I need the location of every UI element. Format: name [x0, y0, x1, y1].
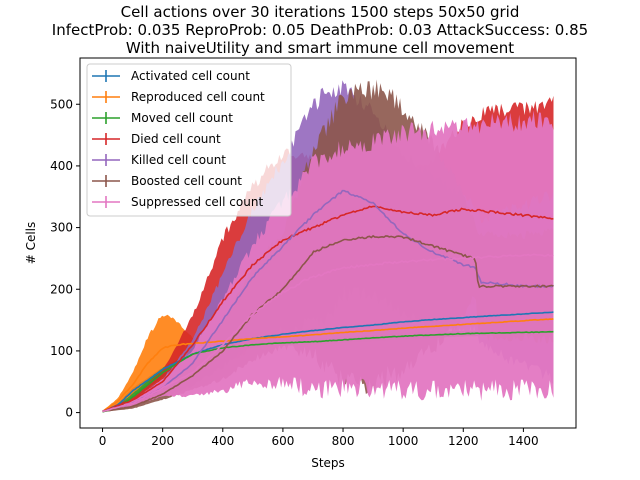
y-axis-ticks: 0 100 200 300 400 500 [50, 97, 80, 420]
x-tick-label-1000: 1000 [388, 434, 419, 448]
title-line-2: InfectProb: 0.035 ReproProb: 0.05 DeathP… [52, 21, 588, 39]
x-tick-label-1200: 1200 [448, 434, 479, 448]
title-line-1: Cell actions over 30 iterations 1500 ste… [121, 3, 520, 21]
legend-label-suppressed-cell-count: Suppressed cell count [131, 195, 263, 209]
legend-item-activated-cell-count: Activated cell count [92, 69, 250, 83]
legend-label-activated-cell-count: Activated cell count [131, 69, 250, 83]
legend-label-moved-cell-count: Moved cell count [131, 111, 233, 125]
x-tick-label-600: 600 [271, 434, 294, 448]
series-line-suppressed-cell-count [102, 253, 554, 412]
x-axis-ticks: 0 200 400 600 800 1000 1200 1400 [99, 428, 539, 448]
title-line-3: With naiveUtility and smart immune cell … [126, 39, 514, 57]
legend-item-killed-cell-count: Killed cell count [92, 153, 226, 167]
legend-box [86, 63, 292, 217]
y-tick-label-100: 100 [50, 344, 73, 358]
x-tick-label-400: 400 [211, 434, 234, 448]
legend-item-moved-cell-count: Moved cell count [92, 111, 233, 125]
series-line-died-cell-count [102, 205, 554, 413]
legend-item-boosted-cell-count: Boosted cell count [92, 174, 242, 188]
series-line-boosted-cell-count [102, 234, 554, 413]
x-tick-label-800: 800 [332, 434, 355, 448]
y-tick-label-400: 400 [50, 159, 73, 173]
y-tick-label-0: 0 [65, 406, 73, 420]
series-lines [102, 189, 554, 413]
legend-item-suppressed-cell-count: Suppressed cell count [92, 195, 263, 209]
y-axis-label: # Cells [24, 222, 38, 265]
legend-item-reproduced-cell-count: Reproduced cell count [92, 90, 265, 104]
x-tick-label-1400: 1400 [508, 434, 539, 448]
y-tick-label-300: 300 [50, 221, 73, 235]
error-band-suppressed-cell-count [102, 110, 554, 412]
series-line-reproduced-cell-count [102, 318, 554, 413]
legend: Activated cell count Reproduced cell coun… [86, 63, 292, 217]
legend-label-boosted-cell-count: Boosted cell count [131, 174, 242, 188]
y-tick-label-500: 500 [50, 97, 73, 111]
legend-label-killed-cell-count: Killed cell count [131, 153, 226, 167]
y-tick-label-200: 200 [50, 282, 73, 296]
legend-label-reproduced-cell-count: Reproduced cell count [131, 90, 265, 104]
x-tick-label-0: 0 [99, 434, 107, 448]
legend-item-died-cell-count: Died cell count [92, 132, 221, 146]
x-axis-label: Steps [311, 456, 345, 470]
plot-frame [79, 57, 577, 429]
x-tick-label-200: 200 [151, 434, 174, 448]
chart-title: Cell actions over 30 iterations 1500 ste… [52, 3, 588, 57]
series-line-killed-cell-count [102, 189, 554, 413]
legend-label-died-cell-count: Died cell count [131, 132, 221, 146]
